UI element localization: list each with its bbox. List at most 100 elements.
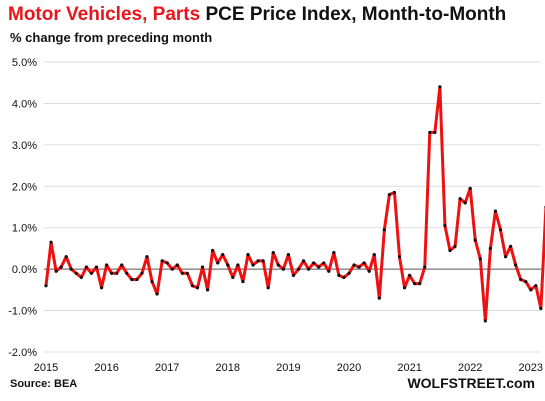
data-point	[503, 255, 508, 259]
data-point	[483, 319, 487, 323]
data-point	[519, 277, 523, 282]
y-tick-label: -1.0%	[8, 306, 37, 318]
data-point	[195, 286, 200, 290]
data-point	[200, 265, 205, 269]
data-point	[443, 224, 447, 228]
data-point	[256, 259, 260, 263]
data-point	[534, 284, 538, 288]
data-point	[332, 250, 336, 255]
y-tick-label: 0.0%	[12, 264, 37, 276]
data-point	[438, 85, 442, 89]
data-point	[206, 288, 210, 292]
data-point	[261, 259, 265, 263]
data-point	[226, 263, 230, 267]
data-point	[473, 238, 477, 242]
y-tick-label: -2.0%	[8, 347, 37, 359]
data-point	[458, 197, 462, 201]
data-point	[266, 286, 270, 290]
data-point	[529, 288, 533, 292]
data-point	[413, 282, 417, 286]
data-point	[241, 279, 245, 284]
data-point	[514, 263, 518, 267]
brand-logo-text: WOLFSTREET.com	[407, 375, 535, 391]
y-tick-label: 1.0%	[12, 223, 37, 235]
data-point	[352, 263, 356, 267]
data-point	[251, 263, 255, 267]
data-point	[74, 271, 78, 275]
data-point	[488, 246, 492, 251]
data-point	[54, 269, 58, 273]
chart-title: Motor Vehicles, Parts PCE Price Index, M…	[8, 4, 506, 26]
data-point	[246, 253, 250, 257]
data-point	[372, 253, 376, 257]
data-point	[317, 265, 321, 269]
data-point	[145, 255, 149, 259]
data-point	[135, 277, 139, 282]
data-point	[150, 279, 154, 284]
gridlines	[44, 61, 541, 353]
x-tick-label: 2021	[397, 362, 421, 374]
data-point	[468, 186, 472, 190]
data-point	[216, 261, 220, 265]
data-point	[286, 253, 290, 257]
y-tick-label: 3.0%	[12, 140, 37, 152]
data-point	[64, 255, 68, 259]
data-point	[231, 275, 235, 280]
data-point	[433, 130, 437, 135]
x-axis-ticks: 2015 2016 2017 2018 2019 2020 2021 2022 2023	[34, 362, 543, 374]
data-point	[327, 269, 331, 273]
data-point	[524, 279, 528, 284]
data-point	[342, 275, 346, 280]
data-point	[377, 296, 381, 300]
data-point	[337, 273, 341, 277]
data-point	[493, 209, 498, 213]
series-line	[44, 85, 545, 323]
data-point	[44, 284, 48, 288]
data-point	[125, 271, 129, 275]
x-tick-label: 2015	[34, 362, 58, 374]
data-point	[211, 248, 215, 253]
data-point	[236, 263, 240, 267]
data-point	[276, 263, 280, 267]
data-point	[408, 273, 412, 277]
y-tick-label: 4.0%	[12, 98, 37, 110]
data-point	[509, 244, 513, 248]
data-point	[94, 265, 99, 269]
data-point	[190, 284, 195, 288]
data-point	[155, 292, 159, 296]
data-point	[428, 130, 432, 135]
source-note: Source: BEA	[10, 378, 78, 390]
data-point	[185, 271, 189, 275]
data-point	[312, 261, 316, 265]
data-point	[180, 271, 184, 275]
data-point	[291, 273, 296, 277]
data-point	[418, 282, 422, 286]
data-point	[357, 265, 361, 269]
x-tick-label: 2019	[276, 362, 300, 374]
data-point	[453, 244, 457, 248]
data-point	[271, 250, 275, 255]
x-tick-label: 2020	[337, 362, 361, 374]
data-point	[281, 267, 285, 271]
data-point	[367, 269, 371, 273]
chart-title-rest: PCE Price Index, Month-to-Month	[205, 4, 507, 25]
data-point	[59, 265, 63, 269]
data-point	[115, 271, 119, 275]
x-tick-label: 2022	[458, 362, 482, 374]
data-point	[402, 286, 407, 290]
data-point	[221, 253, 225, 257]
data-point	[307, 267, 311, 271]
y-axis-ticks: -2.0% -1.0% 0.0% 1.0% 2.0% 3.0% 4.0% 5.0%	[8, 57, 37, 359]
x-tick-label: 2023	[519, 362, 543, 374]
data-point	[170, 267, 174, 271]
data-point	[130, 277, 134, 282]
data-points	[44, 85, 545, 323]
data-point	[539, 306, 543, 311]
data-point	[165, 261, 169, 265]
x-tick-label: 2018	[216, 362, 240, 374]
y-tick-label: 2.0%	[12, 181, 37, 193]
data-point	[79, 275, 83, 280]
data-point	[322, 261, 326, 265]
data-point	[392, 190, 397, 195]
